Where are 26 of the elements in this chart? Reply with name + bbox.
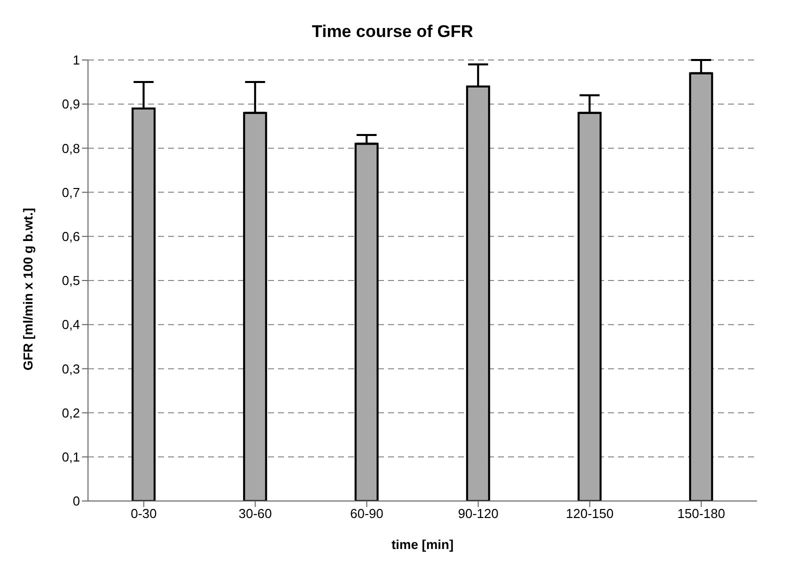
- y-tick-label: 0,7: [62, 184, 80, 200]
- y-tick-label: 0,8: [62, 140, 80, 156]
- bar: [243, 112, 268, 501]
- x-tick-label: 60-90: [350, 506, 384, 522]
- y-tick-label: 0,3: [62, 361, 80, 376]
- y-tick-label: 0,1: [62, 450, 80, 465]
- bar: [132, 108, 156, 501]
- bar: [689, 72, 714, 501]
- y-axis-title: GFR [ml/min x 100 g b.wt.]: [20, 208, 36, 370]
- x-tick-label: 120-150: [566, 506, 614, 522]
- x-tick-label: 30-60: [238, 506, 272, 522]
- y-tick-label: 0,4: [62, 317, 80, 332]
- x-tick-label: 90-120: [458, 506, 498, 522]
- y-tick-label: 0,2: [62, 405, 80, 420]
- y-tick-label: 0,6: [62, 229, 80, 244]
- bar: [466, 85, 490, 501]
- y-tick-label: 0,5: [62, 273, 80, 288]
- x-tick-label: 0-30: [130, 506, 157, 522]
- y-tick-label: 0: [72, 494, 80, 509]
- bar: [354, 142, 379, 501]
- x-axis-title: time [min]: [391, 537, 454, 552]
- y-tick-label: 0,9: [62, 96, 80, 112]
- chart-title: Time course of GFR: [310, 21, 474, 43]
- x-tick-label: 150-180: [677, 506, 726, 522]
- y-tick-label: 1: [72, 52, 80, 68]
- bar: [578, 112, 602, 501]
